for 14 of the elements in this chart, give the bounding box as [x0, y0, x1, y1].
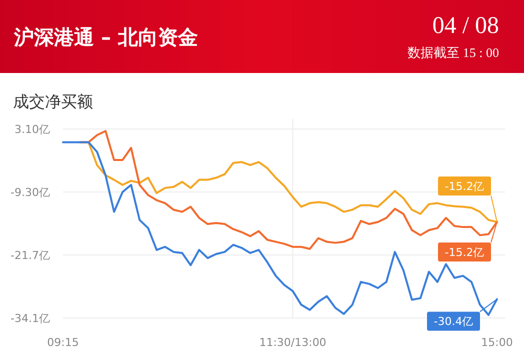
- data-label: -30.4亿: [434, 315, 474, 328]
- text: 04 / 08: [432, 13, 499, 39]
- x-tick-label: 11:30/13:00: [259, 336, 326, 349]
- chart-subtitle: 成交净买额: [13, 92, 93, 111]
- text: 数据截至 15 : 00: [408, 45, 499, 60]
- y-tick-label: -9.30亿: [10, 186, 50, 199]
- data-label: -15.2亿: [444, 246, 484, 259]
- y-tick-label: 3.10亿: [14, 123, 50, 136]
- chart-title: 沪深港通 – 北向资金: [13, 25, 198, 49]
- data-label: -15.2亿: [444, 180, 484, 193]
- y-tick-label: -21.7亿: [10, 249, 50, 262]
- y-tick-label: -34.1亿: [10, 312, 50, 325]
- x-tick-label: 15:00: [481, 336, 513, 349]
- x-tick-label: 09:15: [47, 336, 79, 349]
